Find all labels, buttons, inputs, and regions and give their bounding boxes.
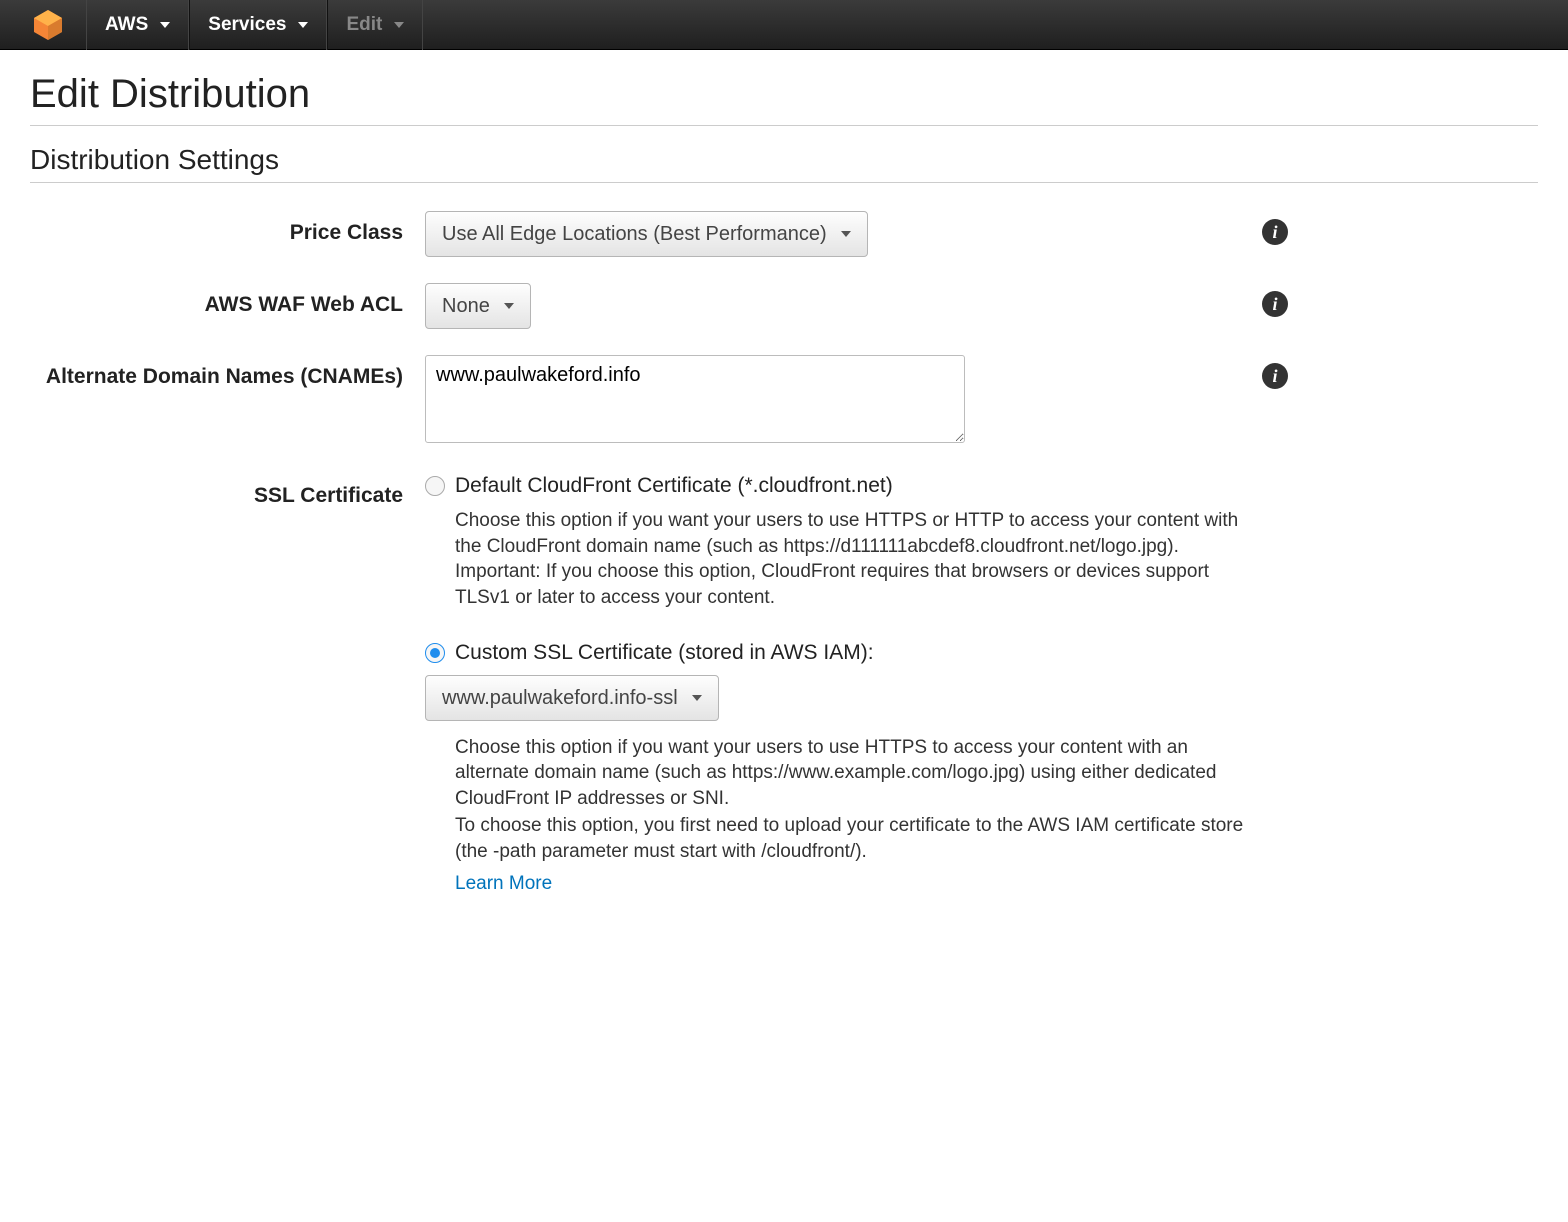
info-icon[interactable]: i bbox=[1262, 219, 1288, 245]
section-title: Distribution Settings bbox=[30, 144, 1538, 183]
nav-item-edit[interactable]: Edit bbox=[327, 0, 423, 50]
learn-more-link[interactable]: Learn More bbox=[455, 873, 552, 894]
ssl-default-help: Choose this option if you want your user… bbox=[455, 508, 1245, 611]
ssl-radio-default[interactable] bbox=[425, 476, 445, 496]
chevron-down-icon bbox=[160, 22, 170, 28]
top-navbar: AWS Services Edit bbox=[0, 0, 1568, 50]
ssl-default-label: Default CloudFront Certificate (*.cloudf… bbox=[455, 474, 893, 498]
dropdown-value: Use All Edge Locations (Best Performance… bbox=[442, 222, 827, 246]
page-body: Edit Distribution Distribution Settings … bbox=[0, 50, 1568, 948]
info-icon[interactable]: i bbox=[1262, 291, 1288, 317]
aws-logo-icon bbox=[30, 7, 66, 43]
ssl-radio-custom[interactable] bbox=[425, 643, 445, 663]
ssl-cert-dropdown[interactable]: www.paulwakeford.info-ssl bbox=[425, 675, 719, 721]
ssl-custom-label: Custom SSL Certificate (stored in AWS IA… bbox=[455, 641, 874, 665]
nav-label: Services bbox=[208, 14, 286, 36]
row-cnames: Alternate Domain Names (CNAMEs) i bbox=[30, 355, 1538, 448]
page-title: Edit Distribution bbox=[30, 72, 1538, 126]
dropdown-value: None bbox=[442, 294, 490, 318]
label-price-class: Price Class bbox=[30, 211, 425, 246]
chevron-down-icon bbox=[692, 695, 702, 701]
waf-dropdown[interactable]: None bbox=[425, 283, 531, 329]
price-class-dropdown[interactable]: Use All Edge Locations (Best Performance… bbox=[425, 211, 868, 257]
row-waf: AWS WAF Web ACL None i bbox=[30, 283, 1538, 329]
chevron-down-icon bbox=[394, 22, 404, 28]
label-ssl: SSL Certificate bbox=[30, 474, 425, 509]
ssl-default-block: Default CloudFront Certificate (*.cloudf… bbox=[425, 474, 1245, 611]
ssl-custom-help-2: To choose this option, you first need to… bbox=[455, 813, 1245, 864]
nav-item-aws[interactable]: AWS bbox=[86, 0, 189, 50]
label-cnames: Alternate Domain Names (CNAMEs) bbox=[30, 355, 425, 390]
nav-label: Edit bbox=[346, 14, 382, 36]
cnames-textarea[interactable] bbox=[425, 355, 965, 443]
chevron-down-icon bbox=[841, 231, 851, 237]
ssl-custom-block: Custom SSL Certificate (stored in AWS IA… bbox=[425, 641, 1245, 897]
nav-label: AWS bbox=[105, 14, 148, 36]
ssl-custom-help-1: Choose this option if you want your user… bbox=[455, 735, 1245, 812]
row-price-class: Price Class Use All Edge Locations (Best… bbox=[30, 211, 1538, 257]
info-icon[interactable]: i bbox=[1262, 363, 1288, 389]
chevron-down-icon bbox=[504, 303, 514, 309]
label-waf: AWS WAF Web ACL bbox=[30, 283, 425, 318]
nav-item-services[interactable]: Services bbox=[189, 0, 327, 50]
chevron-down-icon bbox=[298, 22, 308, 28]
row-ssl: SSL Certificate Default CloudFront Certi… bbox=[30, 474, 1538, 926]
dropdown-value: www.paulwakeford.info-ssl bbox=[442, 686, 678, 710]
